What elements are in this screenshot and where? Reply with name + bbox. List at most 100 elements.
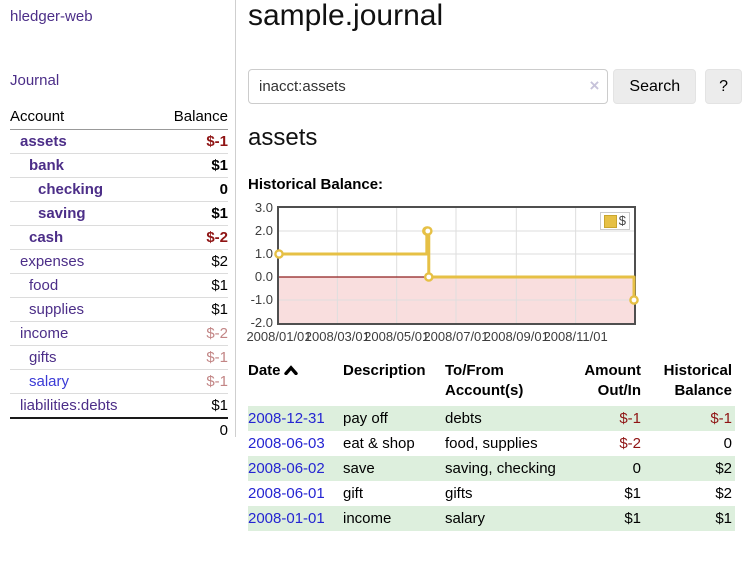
transaction-row: 2008-12-31 pay off debts $-1 $-1 <box>248 406 735 431</box>
chart-plot-area[interactable]: $ <box>274 206 639 325</box>
account-row: bank $1 <box>10 153 228 178</box>
transaction-row: 2008-06-01 gift gifts $1 $2 <box>248 481 735 506</box>
accounts-total-row: 0 <box>10 417 228 442</box>
account-row: gifts $-1 <box>10 345 228 370</box>
account-link[interactable]: gifts <box>29 349 57 366</box>
account-balance: $-1 <box>206 133 228 150</box>
y-tick-label: -2.0 <box>250 315 273 330</box>
y-tick-label: 3.0 <box>254 200 273 215</box>
account-balance: $-2 <box>119 225 228 250</box>
transaction-row: 2008-01-01 income salary $1 $1 <box>248 506 735 531</box>
account-link[interactable]: cash <box>29 229 64 246</box>
account-link[interactable]: liabilities:debts <box>20 397 118 414</box>
account-row: expenses $2 <box>10 249 228 274</box>
account-balance: 0 <box>119 177 228 202</box>
transaction-date-link[interactable]: 2008-06-01 <box>248 485 325 502</box>
account-link[interactable]: assets <box>20 133 67 150</box>
transaction-amount: $1 <box>624 485 641 502</box>
date-column-header[interactable]: Date <box>248 359 343 406</box>
account-balance: $-2 <box>119 321 228 346</box>
transaction-accounts: saving, checking <box>445 460 556 477</box>
legend-label: $ <box>618 213 626 228</box>
search-input[interactable] <box>248 69 609 104</box>
clear-search-icon[interactable]: × <box>589 76 600 95</box>
y-tick-label: 2.0 <box>254 223 273 238</box>
account-link[interactable]: saving <box>38 205 86 222</box>
account-row: salary $-1 <box>10 369 228 394</box>
account-link[interactable]: bank <box>29 157 65 174</box>
account-balance: $2 <box>119 249 228 274</box>
transaction-accounts: debts <box>445 410 482 427</box>
page-title: sample.journal <box>248 0 444 32</box>
transaction-description: gift <box>343 485 364 502</box>
transaction-date-link[interactable]: 2008-06-02 <box>248 460 325 477</box>
caret-up-icon <box>283 365 298 376</box>
account-balance: $1 <box>119 153 228 178</box>
chart-legend: $ <box>599 212 630 230</box>
account-row: cash $-2 <box>10 225 228 250</box>
transaction-row: 2008-06-02 save saving, checking 0 $2 <box>248 456 735 481</box>
y-tick-label: -1.0 <box>250 292 273 307</box>
sidebar: hledger-web Journal Account Balance asse… <box>0 0 236 442</box>
transactions-table: Date Description To/From Account(s) Amou… <box>248 359 735 531</box>
account-row: assets $-1 <box>10 130 228 154</box>
transaction-amount: $-2 <box>619 435 641 452</box>
transaction-amount: $-1 <box>619 410 641 427</box>
account-heading: assets <box>248 124 318 151</box>
account-row: supplies $1 <box>10 297 228 322</box>
account-balance: $1 <box>119 273 228 298</box>
search-button[interactable]: Search <box>613 69 697 104</box>
series-swatch-icon <box>603 214 617 228</box>
account-row: income $-2 <box>10 321 228 346</box>
account-row: checking 0 <box>10 177 228 202</box>
transaction-balance: $-1 <box>710 410 732 427</box>
search-bar: × Search ? <box>248 69 742 104</box>
description-column-header: Description <box>343 362 426 379</box>
help-button[interactable]: ? <box>705 69 742 104</box>
main-content: sample.journal × Search ? assets Histori… <box>246 0 742 582</box>
x-tick-label: 2008/07/01 <box>423 329 489 344</box>
transaction-description: pay off <box>343 410 388 427</box>
account-row: saving $1 <box>10 201 228 226</box>
transaction-row: 2008-06-03 eat & shop food, supplies $-2… <box>248 431 735 456</box>
balance-column-header: Balance <box>119 105 228 130</box>
transaction-balance: $2 <box>715 460 732 477</box>
account-link[interactable]: checking <box>38 181 104 198</box>
account-row: food $1 <box>10 273 228 298</box>
accounts-total-value: 0 <box>119 417 228 442</box>
account-link[interactable]: expenses <box>20 253 85 270</box>
transaction-date-link[interactable]: 2008-01-01 <box>248 510 325 527</box>
account-row: liabilities:debts $1 <box>10 393 228 418</box>
x-tick-label: 2008/03/01 <box>304 329 370 344</box>
amount-column-header: Amount Out/In <box>584 362 641 399</box>
transaction-date-link[interactable]: 2008-12-31 <box>248 410 325 427</box>
transaction-date-link[interactable]: 2008-06-03 <box>248 435 325 452</box>
y-tick-label: 1.0 <box>254 246 273 261</box>
account-link[interactable]: salary <box>29 373 70 390</box>
account-link[interactable]: income <box>20 325 69 342</box>
transaction-description: eat & shop <box>343 435 415 452</box>
transaction-balance: $2 <box>715 485 732 502</box>
tofrom-column-header: To/From Account(s) <box>445 362 524 399</box>
x-tick-label: 2008/11/01 <box>543 329 608 344</box>
account-balance: $1 <box>119 297 228 322</box>
balance-column-header: Historical Balance <box>663 362 732 399</box>
transaction-description: save <box>343 460 375 477</box>
transaction-amount: $1 <box>624 510 641 527</box>
transaction-accounts: food, supplies <box>445 435 538 452</box>
sidebar-item-journal[interactable]: Journal <box>10 72 60 89</box>
account-balance: $1 <box>119 201 228 226</box>
account-balance: $-1 <box>119 369 228 394</box>
account-link[interactable]: supplies <box>29 301 85 318</box>
register-section: Date Description To/From Account(s) Amou… <box>248 359 742 531</box>
x-tick-label: 2008/05/01 <box>364 329 430 344</box>
transaction-amount: 0 <box>632 460 641 477</box>
account-balance: $1 <box>119 393 228 418</box>
transaction-accounts: gifts <box>445 485 473 502</box>
transaction-balance: 0 <box>723 435 732 452</box>
accounts-column-header: Account <box>10 105 119 130</box>
x-tick-label: 2008/01/01 <box>246 329 312 344</box>
app-title-link[interactable]: hledger-web <box>10 8 93 25</box>
historical-balance-chart: 3.0 2.0 1.0 0.0 -1.0 -2.0 $ 2008/01/01 2008/03… <box>246 200 742 348</box>
account-link[interactable]: food <box>29 277 59 294</box>
